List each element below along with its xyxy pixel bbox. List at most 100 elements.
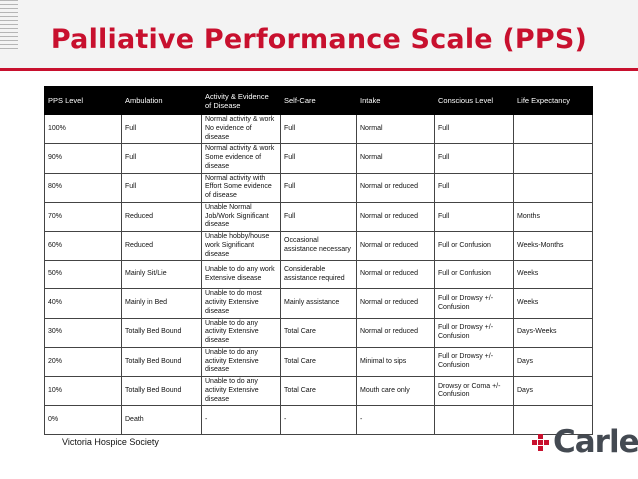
cell-activity: Unable to do any activity Extensive dise… (201, 376, 281, 407)
cell-conscious-level: Drowsy or Coma +/- Confusion (434, 376, 514, 407)
table-row: 0% Death - - - (44, 405, 593, 435)
decorative-stripes (0, 0, 18, 50)
cell-ambulation: Reduced (121, 231, 202, 262)
cell-intake: Normal or reduced (356, 288, 435, 319)
cell-pps-level: 80% (44, 173, 122, 203)
cell-activity: Unable to do most activity Extensive dis… (201, 288, 281, 319)
cell-intake: Mouth care only (356, 376, 435, 407)
table-row: 70% Reduced Unable Normal Job/Work Signifi… (44, 202, 593, 233)
header-activity: Activity & Evidence of Disease (201, 86, 281, 115)
cell-activity: - (201, 405, 281, 435)
pps-table: PPS Level Ambulation Activity & Evidence… (44, 86, 593, 435)
cell-ambulation: Totally Bed Bound (121, 318, 202, 348)
cell-life-expectancy: Days (513, 376, 593, 407)
table-header-row: PPS Level Ambulation Activity & Evidence… (44, 86, 593, 115)
cell-pps-level: 10% (44, 376, 122, 407)
cell-life-expectancy (513, 405, 593, 435)
cell-life-expectancy: Months (513, 202, 593, 233)
table-row: 90% Full Normal activity & work Some evide… (44, 143, 593, 174)
carle-logo-mark (532, 434, 549, 451)
cell-intake: Normal (356, 143, 435, 174)
cell-conscious-level: Full (434, 143, 514, 174)
header-intake: Intake (356, 86, 435, 115)
cell-life-expectancy: Weeks (513, 288, 593, 319)
table-row: 100% Full Normal activity & work No eviden… (44, 114, 593, 145)
table-row: 40% Mainly in Bed Unable to do most activi… (44, 288, 593, 319)
header-pps-level: PPS Level (44, 86, 122, 115)
cell-pps-level: 50% (44, 260, 122, 290)
cell-life-expectancy: Days (513, 347, 593, 378)
cell-self-care: Full (280, 173, 357, 203)
cell-life-expectancy: Days-Weeks (513, 318, 593, 348)
cell-activity: Unable to do any work Extensive disease (201, 260, 281, 290)
cell-activity: Normal activity & work Some evidence of … (201, 143, 281, 174)
cell-conscious-level: Full (434, 173, 514, 203)
cell-pps-level: 60% (44, 231, 122, 262)
cell-activity: Unable hobby/house work Significant dise… (201, 231, 281, 262)
cell-conscious-level: Full or Drowsy +/- Confusion (434, 288, 514, 319)
cell-self-care: Considerable assistance required (280, 260, 357, 290)
cell-activity: Unable to do any activity Extensive dise… (201, 318, 281, 348)
cell-self-care: Total Care (280, 376, 357, 407)
cell-self-care: Mainly assistance (280, 288, 357, 319)
cell-life-expectancy: Weeks-Months (513, 231, 593, 262)
cell-pps-level: 70% (44, 202, 122, 233)
cell-self-care: Total Care (280, 318, 357, 348)
table-row: 80% Full Normal activity with Effort Some … (44, 173, 593, 203)
cell-conscious-level: Full or Drowsy +/- Confusion (434, 347, 514, 378)
cell-self-care: Total Care (280, 347, 357, 378)
cell-pps-level: 0% (44, 405, 122, 435)
cell-conscious-level: Full (434, 114, 514, 145)
title-underline (0, 68, 638, 71)
header-self-care: Self-Care (280, 86, 357, 115)
cell-ambulation: Totally Bed Bound (121, 347, 202, 378)
cell-self-care: Full (280, 114, 357, 145)
carle-logo-text: Carle (553, 424, 638, 460)
cell-ambulation: Reduced (121, 202, 202, 233)
cell-ambulation: Mainly Sit/Lie (121, 260, 202, 290)
cell-ambulation: Mainly in Bed (121, 288, 202, 319)
cell-activity: Normal activity & work No evidence of di… (201, 114, 281, 145)
cell-intake: Normal (356, 114, 435, 145)
cell-ambulation: Full (121, 173, 202, 203)
cell-self-care: Full (280, 202, 357, 233)
cell-activity: Unable to do any activity Extensive dise… (201, 347, 281, 378)
cell-self-care: - (280, 405, 357, 435)
cell-intake: Minimal to sips (356, 347, 435, 378)
header-ambulation: Ambulation (121, 86, 202, 115)
cell-conscious-level: Full or Confusion (434, 260, 514, 290)
table-row: 10% Totally Bed Bound Unable to do any act… (44, 376, 593, 407)
cell-conscious-level: Full or Confusion (434, 231, 514, 262)
cell-life-expectancy (513, 114, 593, 145)
cell-pps-level: 30% (44, 318, 122, 348)
cell-ambulation: Full (121, 143, 202, 174)
cell-conscious-level: Full (434, 202, 514, 233)
table-row: 60% Reduced Unable hobby/house work Signif… (44, 231, 593, 262)
table-row: 50% Mainly Sit/Lie Unable to do any work E… (44, 260, 593, 290)
table-row: 20% Totally Bed Bound Unable to do any act… (44, 347, 593, 378)
cell-conscious-level: Full or Drowsy +/- Confusion (434, 318, 514, 348)
cell-ambulation: Totally Bed Bound (121, 376, 202, 407)
cell-pps-level: 40% (44, 288, 122, 319)
cell-activity: Unable Normal Job/Work Significant disea… (201, 202, 281, 233)
cell-pps-level: 100% (44, 114, 122, 145)
header-conscious-level: Conscious Level (434, 86, 514, 115)
cell-intake: Normal or reduced (356, 173, 435, 203)
table-body: 100% Full Normal activity & work No eviden… (44, 114, 593, 435)
cell-intake: Normal or reduced (356, 318, 435, 348)
cell-ambulation: Death (121, 405, 202, 435)
cell-intake: Normal or reduced (356, 231, 435, 262)
cell-intake: Normal or reduced (356, 260, 435, 290)
cell-life-expectancy (513, 173, 593, 203)
slide-title: Palliative Performance Scale (PPS) (50, 24, 588, 55)
cell-life-expectancy: Weeks (513, 260, 593, 290)
title-band (0, 0, 638, 68)
cell-conscious-level (434, 405, 514, 435)
cell-ambulation: Full (121, 114, 202, 145)
cell-pps-level: 90% (44, 143, 122, 174)
cell-intake: - (356, 405, 435, 435)
header-life-expectancy: Life Expectancy (513, 86, 593, 115)
cell-self-care: Full (280, 143, 357, 174)
cell-life-expectancy (513, 143, 593, 174)
cell-pps-level: 20% (44, 347, 122, 378)
